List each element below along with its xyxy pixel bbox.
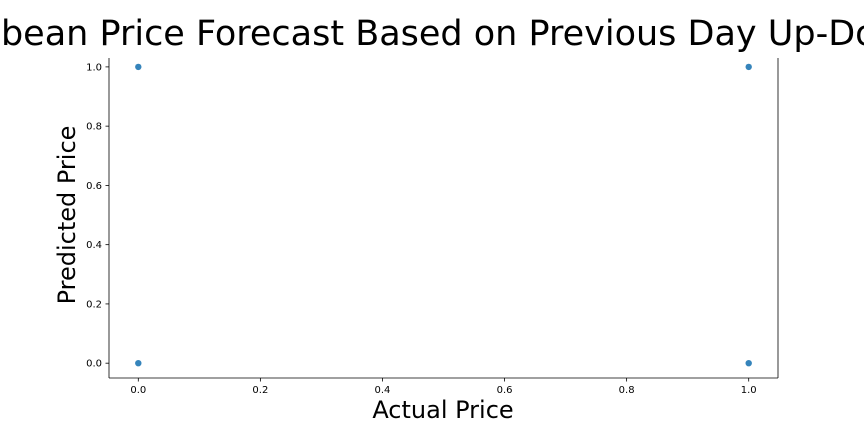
- chart-title: Soybean Price Forecast Based on Previous…: [0, 14, 864, 54]
- y-axis-title: Predicted Price: [53, 126, 81, 305]
- x-tick-label: 0.6: [497, 385, 513, 396]
- scatter-point: [135, 63, 142, 71]
- y-tick-label: 0.4: [86, 240, 102, 251]
- x-axis-title: Actual Price: [372, 396, 513, 424]
- plot-area: 0.0 0.2 0.4 0.6 0.8 1.0 0.0 0.2 0.4 0.6 0.8 1.0: [86, 58, 779, 396]
- x-tick-label: 0.4: [375, 385, 391, 396]
- scatter-point: [135, 359, 142, 367]
- scatter-point: [745, 63, 752, 71]
- x-tick-label: 0.8: [619, 385, 635, 396]
- y-tick-label: 0.0: [86, 359, 102, 370]
- x-tick-label: 0.0: [130, 385, 146, 396]
- y-tick-label: 0.8: [86, 122, 102, 133]
- x-tick-label: 1.0: [741, 385, 757, 396]
- y-tick-label: 0.6: [86, 181, 102, 192]
- y-tick-label: 0.2: [86, 299, 102, 310]
- scatter-point: [745, 359, 752, 367]
- y-tick-label: 1.0: [86, 62, 102, 73]
- x-tick-label: 0.2: [252, 385, 268, 396]
